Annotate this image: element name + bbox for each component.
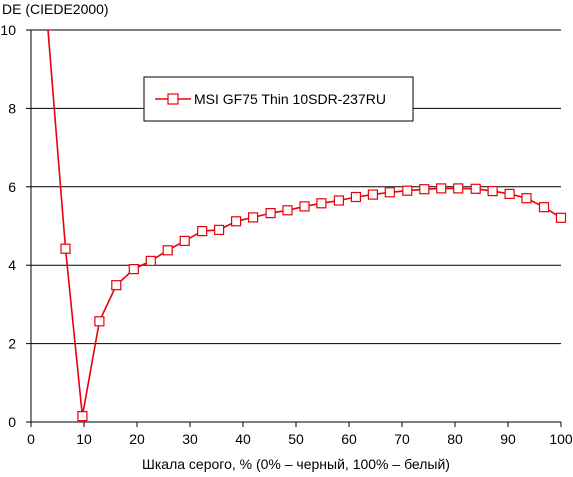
x-tick-label: 40 bbox=[235, 431, 251, 447]
data-point bbox=[402, 185, 413, 196]
data-point bbox=[487, 186, 498, 197]
y-tick-label: 10 bbox=[0, 22, 16, 38]
x-tick-label: 60 bbox=[341, 431, 357, 447]
data-point bbox=[231, 216, 242, 227]
data-point bbox=[265, 208, 276, 219]
data-point bbox=[111, 280, 122, 291]
x-tick-label: 80 bbox=[447, 431, 463, 447]
x-tick-label: 50 bbox=[288, 431, 304, 447]
y-tick-label: 4 bbox=[8, 257, 16, 273]
axes bbox=[26, 29, 562, 427]
data-point bbox=[555, 212, 567, 223]
x-tick-label: 0 bbox=[27, 431, 35, 447]
series-group bbox=[47, 29, 567, 422]
x-tick-label: 30 bbox=[182, 431, 198, 447]
data-point bbox=[282, 205, 293, 216]
data-point bbox=[60, 243, 71, 254]
y-axis-title: DE (CIEDE2000) bbox=[2, 1, 109, 17]
data-point bbox=[367, 189, 378, 200]
data-point bbox=[316, 198, 327, 209]
data-point bbox=[538, 202, 550, 213]
data-point bbox=[77, 411, 88, 422]
data-point bbox=[350, 191, 361, 203]
data-point bbox=[179, 235, 190, 246]
legend: MSI GF75 Thin 10SDR-237RU bbox=[143, 76, 414, 122]
grid-lines bbox=[31, 29, 561, 345]
data-point bbox=[521, 193, 532, 204]
x-tick-label: 20 bbox=[129, 431, 145, 447]
data-point bbox=[145, 255, 156, 266]
x-axis-title: Шкала серого, % (0% – черный, 100% – бел… bbox=[142, 456, 450, 472]
data-point bbox=[453, 183, 464, 194]
data-point bbox=[470, 183, 481, 194]
data-point bbox=[162, 245, 173, 256]
y-tick-label: 2 bbox=[8, 336, 16, 352]
data-point bbox=[384, 187, 395, 198]
data-point bbox=[128, 264, 139, 275]
y-tick-label: 8 bbox=[8, 100, 16, 116]
data-point bbox=[333, 195, 344, 206]
x-tick-label: 90 bbox=[500, 431, 516, 447]
x-tick-label: 100 bbox=[549, 431, 573, 447]
y-tick-label: 0 bbox=[8, 414, 16, 430]
legend-marker bbox=[167, 93, 179, 105]
x-tick-label: 70 bbox=[394, 431, 410, 447]
x-tick-label: 10 bbox=[76, 431, 92, 447]
data-point bbox=[299, 201, 310, 212]
x-tick-labels: 0 10 20 30 40 50 60 70 80 90 100 bbox=[27, 431, 573, 447]
y-tick-label: 6 bbox=[8, 179, 16, 195]
y-tick-labels: 0 2 4 6 8 10 bbox=[0, 22, 16, 430]
data-point bbox=[94, 316, 105, 327]
data-point bbox=[248, 212, 259, 223]
legend-label: MSI GF75 Thin 10SDR-237RU bbox=[194, 91, 386, 107]
data-point bbox=[504, 188, 515, 199]
data-point bbox=[419, 184, 430, 195]
data-point bbox=[436, 183, 447, 194]
data-point bbox=[197, 226, 208, 237]
data-point bbox=[214, 224, 225, 235]
